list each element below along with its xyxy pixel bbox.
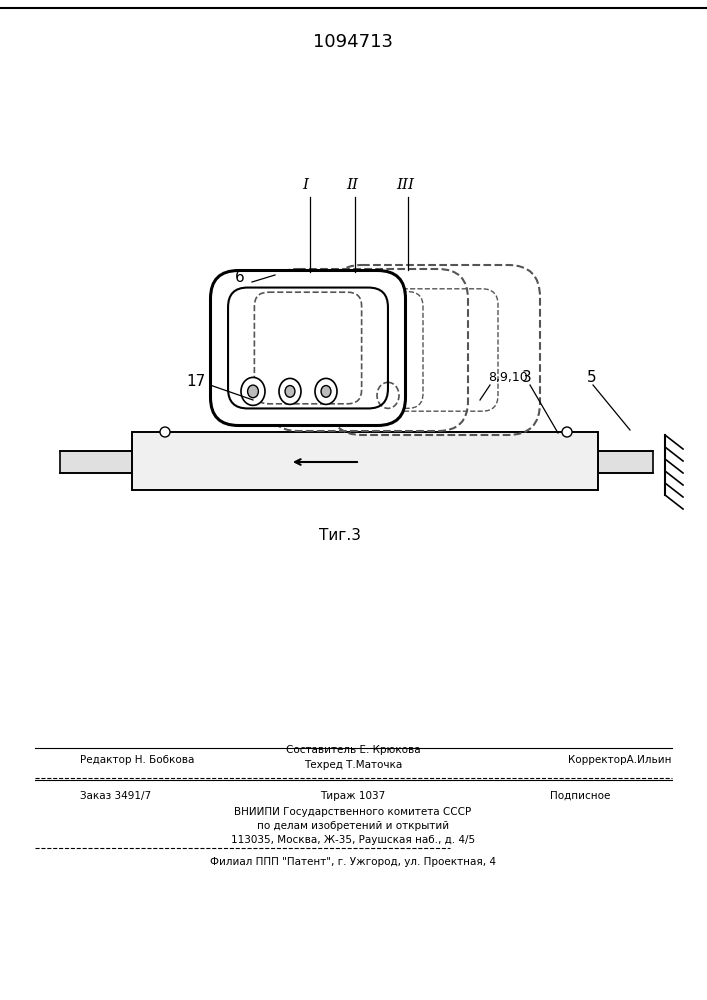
- Text: Тираж 1037: Тираж 1037: [320, 791, 385, 801]
- Text: Заказ 3491/7: Заказ 3491/7: [80, 791, 151, 801]
- Text: 8,9,10: 8,9,10: [488, 371, 527, 384]
- Text: III: III: [396, 178, 414, 192]
- Text: Техред Т.Маточка: Техред Т.Маточка: [304, 760, 402, 770]
- Bar: [60, 451, 140, 473]
- Circle shape: [562, 427, 572, 437]
- Text: 1094713: 1094713: [313, 33, 393, 51]
- Text: ВНИИПИ Государственного комитета СССР: ВНИИПИ Государственного комитета СССР: [235, 807, 472, 817]
- Ellipse shape: [241, 377, 265, 405]
- Text: 5: 5: [588, 370, 597, 385]
- Bar: [598, 451, 653, 473]
- Text: Подписное: Подписное: [550, 791, 610, 801]
- Ellipse shape: [321, 386, 331, 397]
- Text: 17: 17: [187, 374, 206, 389]
- Bar: [132, 432, 598, 490]
- Text: 6: 6: [235, 270, 245, 286]
- Text: 113035, Москва, Ж-35, Раушская наб., д. 4/5: 113035, Москва, Ж-35, Раушская наб., д. …: [231, 835, 475, 845]
- Circle shape: [160, 427, 170, 437]
- Ellipse shape: [279, 378, 301, 404]
- Ellipse shape: [247, 385, 258, 398]
- Text: Филиал ППП "Патент", г. Ужгород, ул. Проектная, 4: Филиал ППП "Патент", г. Ужгород, ул. Про…: [210, 857, 496, 867]
- Text: Редактор Н. Бобкова: Редактор Н. Бобкова: [80, 755, 194, 765]
- Text: КорректорА.Ильин: КорректорА.Ильин: [568, 755, 672, 765]
- Text: II: II: [346, 178, 358, 192]
- Text: Составитель Е. Крюкова: Составитель Е. Крюкова: [286, 745, 421, 755]
- Ellipse shape: [285, 386, 295, 397]
- Text: 3: 3: [522, 370, 532, 385]
- Text: I: I: [302, 178, 308, 192]
- Text: по делам изобретений и открытий: по делам изобретений и открытий: [257, 821, 449, 831]
- Ellipse shape: [315, 378, 337, 404]
- Text: Τиг.3: Τиг.3: [319, 528, 361, 543]
- FancyBboxPatch shape: [211, 270, 406, 426]
